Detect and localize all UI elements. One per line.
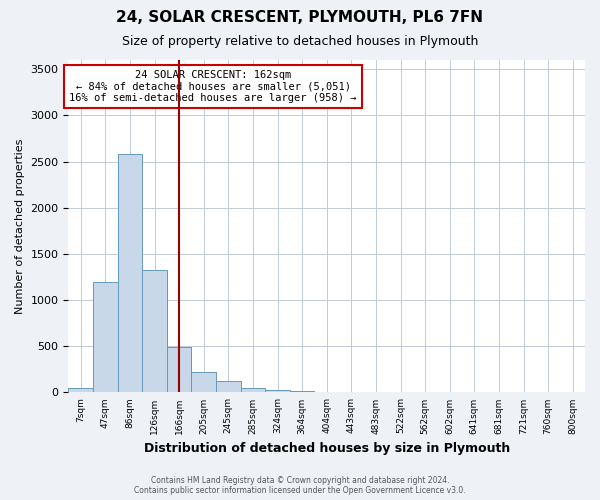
X-axis label: Distribution of detached houses by size in Plymouth: Distribution of detached houses by size … <box>143 442 510 455</box>
Bar <box>290 390 314 392</box>
Bar <box>241 388 265 392</box>
Text: Contains HM Land Registry data © Crown copyright and database right 2024.
Contai: Contains HM Land Registry data © Crown c… <box>134 476 466 495</box>
Bar <box>93 282 118 393</box>
Text: Size of property relative to detached houses in Plymouth: Size of property relative to detached ho… <box>122 35 478 48</box>
Y-axis label: Number of detached properties: Number of detached properties <box>15 138 25 314</box>
Text: 24, SOLAR CRESCENT, PLYMOUTH, PL6 7FN: 24, SOLAR CRESCENT, PLYMOUTH, PL6 7FN <box>116 10 484 25</box>
Bar <box>68 388 93 392</box>
Bar <box>142 270 167 392</box>
Bar <box>216 382 241 392</box>
Bar <box>118 154 142 392</box>
Bar <box>191 372 216 392</box>
Text: 24 SOLAR CRESCENT: 162sqm
← 84% of detached houses are smaller (5,051)
16% of se: 24 SOLAR CRESCENT: 162sqm ← 84% of detac… <box>70 70 357 103</box>
Bar <box>167 347 191 393</box>
Bar <box>265 390 290 392</box>
